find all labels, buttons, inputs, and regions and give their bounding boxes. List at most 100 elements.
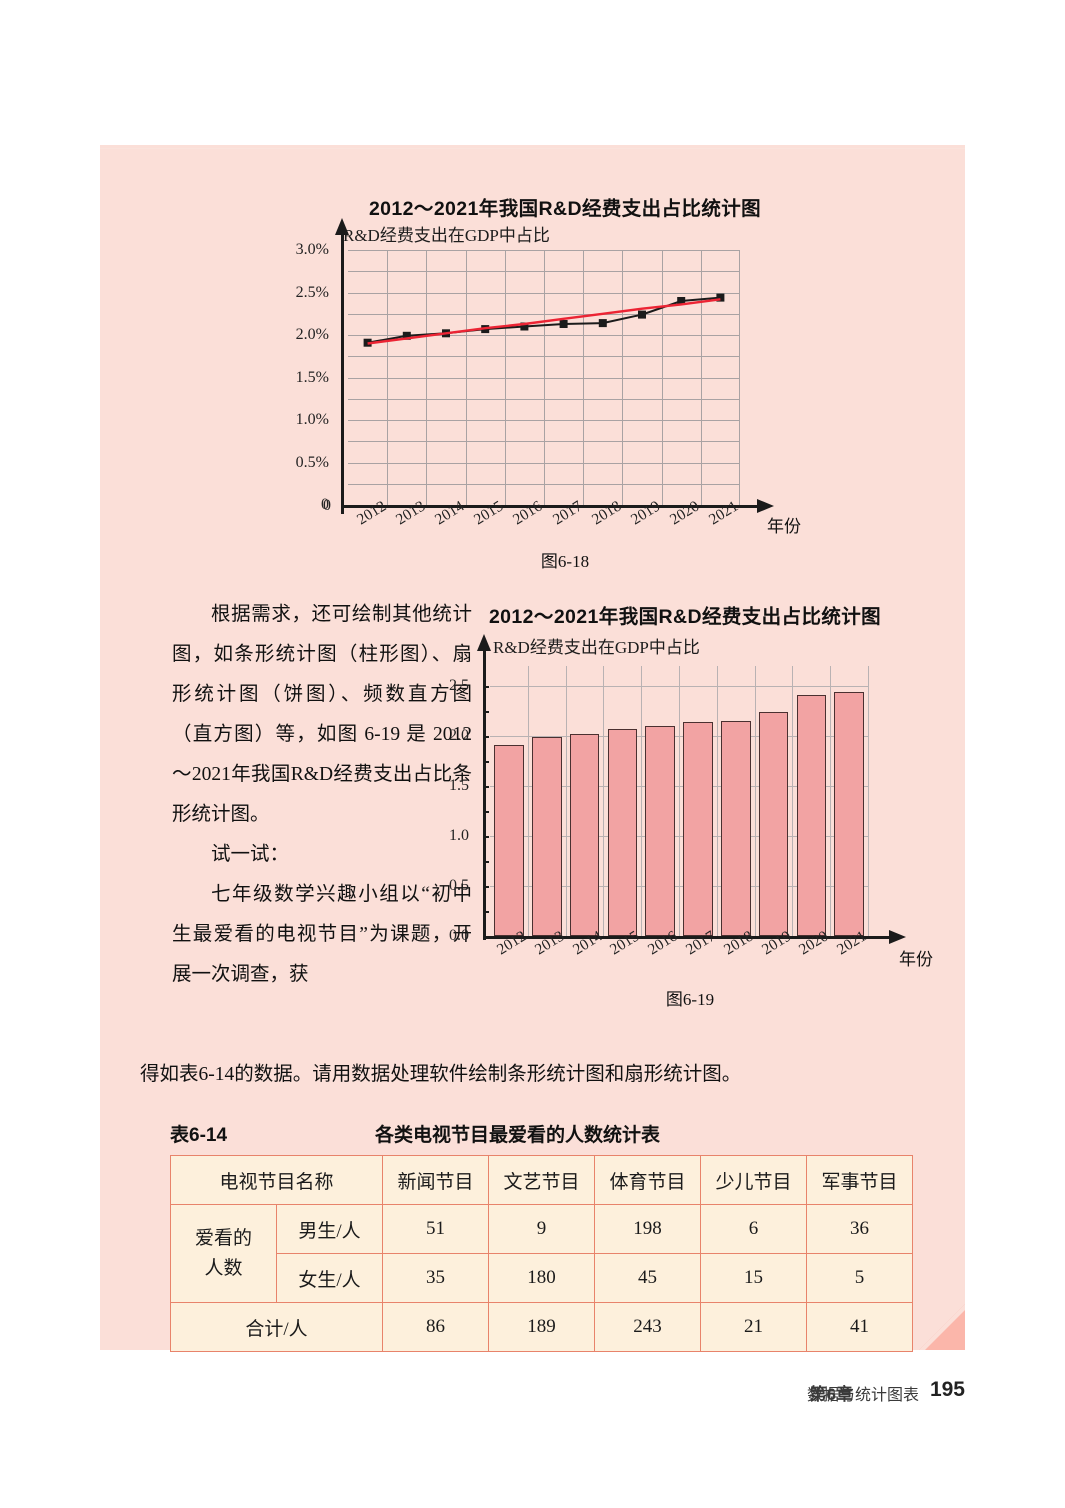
- table-header-cell: 新闻节目: [382, 1155, 489, 1205]
- y-axis-minor-tick: [483, 811, 489, 813]
- y-tick-label: 0.5%: [295, 453, 329, 471]
- figure-6-19-plot-area: [483, 666, 869, 936]
- bar: [607, 729, 638, 936]
- table-header-cell: 军事节目: [806, 1155, 913, 1205]
- table-total-cell: 189: [488, 1302, 595, 1352]
- gridline-vertical: [622, 250, 624, 505]
- gridline-vertical: [504, 250, 506, 505]
- table-cell: 6: [700, 1204, 807, 1254]
- gridline-vertical: [465, 250, 467, 505]
- figure-6-18: 2012～2021年我国R&D经费支出占比统计图 R&D经费支出在GDP中占比 …: [285, 192, 845, 582]
- y-tick-label: 0.0: [449, 927, 469, 944]
- table-cell: 15: [700, 1253, 807, 1303]
- table-6-14: 电视节目名称 新闻节目 文艺节目 体育节目 少儿节目 军事节目 爱看的 人数 男生/人 51 9 19…: [170, 1155, 913, 1352]
- table-cell: 5: [806, 1253, 913, 1303]
- origin-label: 0: [323, 497, 331, 514]
- table-group-label-line1: 爱看的: [194, 1227, 252, 1249]
- gridline-vertical: [544, 250, 545, 505]
- y-axis-line: [483, 650, 486, 940]
- y-axis-minor-tick: [483, 886, 489, 888]
- gridline-vertical: [754, 666, 756, 936]
- y-axis-minor-tick: [483, 861, 489, 863]
- table-total-cell: 41: [806, 1302, 913, 1352]
- table-row: 爱看的 人数 男生/人 51 9 198 6 36: [170, 1204, 913, 1303]
- table-header-cell: 文艺节目: [488, 1155, 595, 1205]
- y-axis-arrow-icon: [335, 218, 349, 235]
- x-axis-arrow-icon: [757, 499, 774, 513]
- figure-6-18-y-tick-labels: 0 0.5% 1.0% 1.5% 2.0% 2.5% 3.0%: [285, 241, 335, 513]
- footer-page-number: 195: [929, 1378, 965, 1401]
- table-total-row: 合计/人 86 189 243 21 41: [170, 1302, 913, 1352]
- table-header-row: 电视节目名称 新闻节目 文艺节目 体育节目 少儿节目 军事节目: [170, 1155, 913, 1205]
- table-cell: 51: [382, 1204, 489, 1254]
- table-label: 表6-14: [170, 1125, 228, 1146]
- gridline-vertical: [700, 250, 702, 505]
- y-axis-line: [341, 234, 344, 514]
- paragraph-4: 得如表6-14的数据。请用数据处理软件绘制条形统计图和扇形统计图。: [140, 1064, 742, 1085]
- y-axis-minor-tick: [483, 711, 489, 713]
- figure-6-18-y-axis-label: R&D经费支出在GDP中占比: [343, 226, 550, 245]
- y-axis-minor-tick: [483, 736, 489, 738]
- table-cell: 9: [488, 1204, 595, 1254]
- gridline-vertical: [868, 666, 869, 936]
- gridline-vertical: [387, 250, 389, 505]
- body-text-column: 根据需求，还可绘制其他统计图，如条形统计图（柱形图）、扇形统计图（饼图）、频数直…: [172, 595, 472, 995]
- bar: [796, 695, 827, 936]
- gridline-vertical: [679, 666, 680, 936]
- page-fold-corner-icon: [925, 1310, 965, 1350]
- table-cell: 45: [594, 1253, 701, 1303]
- table-row-label: 男生/人: [276, 1204, 383, 1254]
- figure-6-19-caption: 图6-19: [665, 990, 715, 1009]
- table-group-label-line2: 人数: [204, 1257, 243, 1279]
- bar: [721, 721, 751, 936]
- gridline-vertical: [716, 666, 718, 936]
- table-total-cell: 86: [382, 1302, 489, 1352]
- table-cell: 35: [382, 1253, 489, 1303]
- y-tick-label: 1.0: [449, 827, 469, 844]
- y-tick-label: 0: [321, 496, 329, 513]
- y-tick-label: 2.0: [449, 727, 469, 744]
- y-tick-label: 1.0%: [295, 411, 329, 428]
- y-tick-label: 0.5: [449, 877, 469, 894]
- bar: [758, 712, 789, 936]
- gridline-vertical: [426, 250, 428, 505]
- bar: [683, 722, 713, 936]
- page-top-rule: [100, 148, 965, 149]
- textbook-page: 2012～2021年我国R&D经费支出占比统计图 R&D经费支出在GDP中占比 …: [100, 145, 965, 1352]
- x-axis-line: [483, 936, 893, 939]
- gridline-vertical: [583, 250, 585, 505]
- figure-6-19-x-axis-label: 年份: [899, 950, 933, 969]
- footer-section-title: 数据与统计图表: [806, 1387, 919, 1404]
- gridline-vertical: [641, 666, 643, 936]
- bar: [532, 737, 562, 936]
- gridline-vertical: [830, 666, 832, 936]
- x-axis-line: [341, 505, 761, 508]
- table-row: 女生/人 35 180 45 15 5: [171, 1253, 913, 1303]
- bar: [645, 726, 675, 936]
- paragraph-3: 七年级数学兴趣小组以“初中生最爱看的电视节目”为课题，开展一次调查，获: [172, 884, 472, 985]
- bar: [494, 745, 524, 936]
- figure-6-18-x-axis-label: 年份: [767, 517, 801, 536]
- figure-6-19-y-axis-label: R&D经费支出在GDP中占比: [493, 638, 700, 657]
- table-cell: 36: [806, 1204, 913, 1254]
- y-tick-label: 2.5: [449, 677, 469, 694]
- footer-chapter: 第6章: [809, 1385, 853, 1404]
- figure-6-19-title: 2012～2021年我国R&D经费支出占比统计图: [488, 606, 882, 628]
- gridline-vertical: [739, 250, 740, 505]
- table-header-cell: 体育节目: [594, 1155, 701, 1205]
- table-total-label: 合计/人: [170, 1302, 383, 1352]
- table-cell: 180: [488, 1253, 595, 1303]
- gridline-vertical: [565, 666, 567, 936]
- x-axis-arrow-icon: [889, 930, 906, 944]
- y-axis-minor-tick: [483, 761, 489, 763]
- table-cell: 198: [594, 1204, 701, 1254]
- y-axis-minor-tick: [483, 686, 489, 688]
- paragraph-1: 根据需求，还可绘制其他统计图，如条形统计图（柱形图）、扇形统计图（饼图）、频数直…: [172, 604, 472, 825]
- gridline-vertical: [527, 666, 529, 936]
- table-row-label: 女生/人: [276, 1253, 383, 1303]
- table-group-label-cell: 爱看的 人数: [170, 1204, 277, 1303]
- y-axis-minor-tick: [483, 786, 489, 788]
- figure-6-19: 2012～2021年我国R&D经费支出占比统计图 R&D经费支出在GDP中占比 …: [435, 600, 955, 1020]
- y-tick-label: 2.0%: [295, 326, 329, 343]
- y-axis-minor-tick: [483, 911, 489, 913]
